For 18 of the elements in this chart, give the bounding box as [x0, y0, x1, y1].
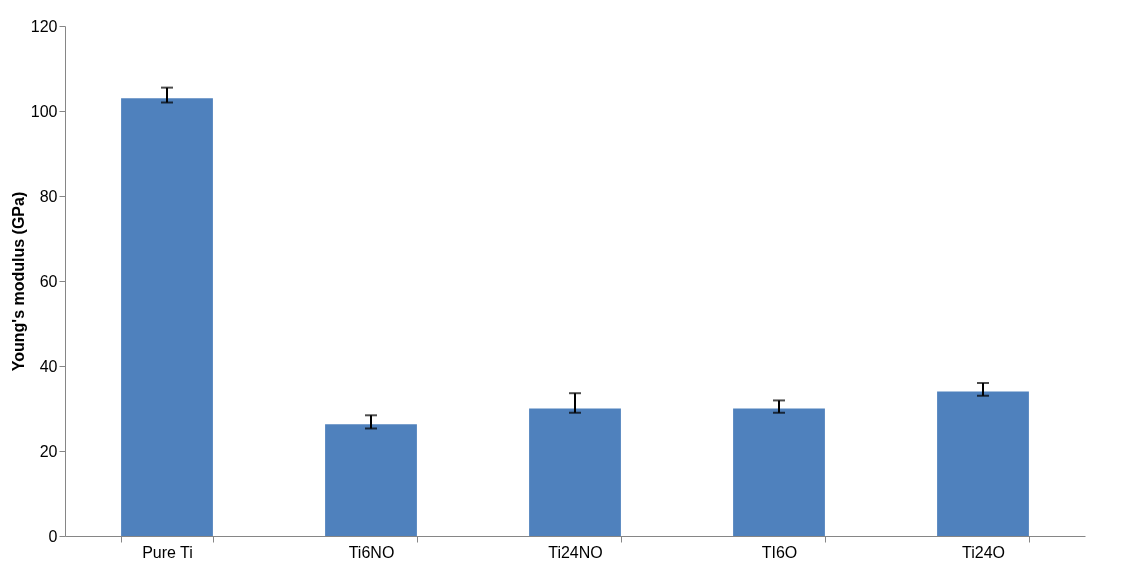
- y-tick-label: 20: [39, 442, 58, 460]
- bar: [121, 98, 213, 536]
- x-tick-label: TI6O: [761, 543, 798, 561]
- x-tick-label: Ti24NO: [548, 543, 603, 561]
- y-tick-label: 80: [39, 187, 58, 205]
- y-axis-title: Young's modulus (GPa): [9, 191, 27, 372]
- bar: [529, 408, 621, 536]
- x-tick-label: Pure Ti: [142, 543, 193, 561]
- x-tick-label: Ti6NO: [348, 543, 395, 561]
- y-tick-label: 100: [30, 102, 58, 120]
- bar: [325, 424, 417, 536]
- x-tick-label: Ti24O: [962, 543, 1005, 561]
- y-tick-label: 120: [30, 17, 58, 35]
- y-tick-label: 0: [48, 527, 58, 545]
- y-tick-label: 40: [39, 357, 58, 375]
- bar: [937, 391, 1029, 536]
- bar: [733, 408, 825, 536]
- y-tick-label: 60: [39, 272, 58, 290]
